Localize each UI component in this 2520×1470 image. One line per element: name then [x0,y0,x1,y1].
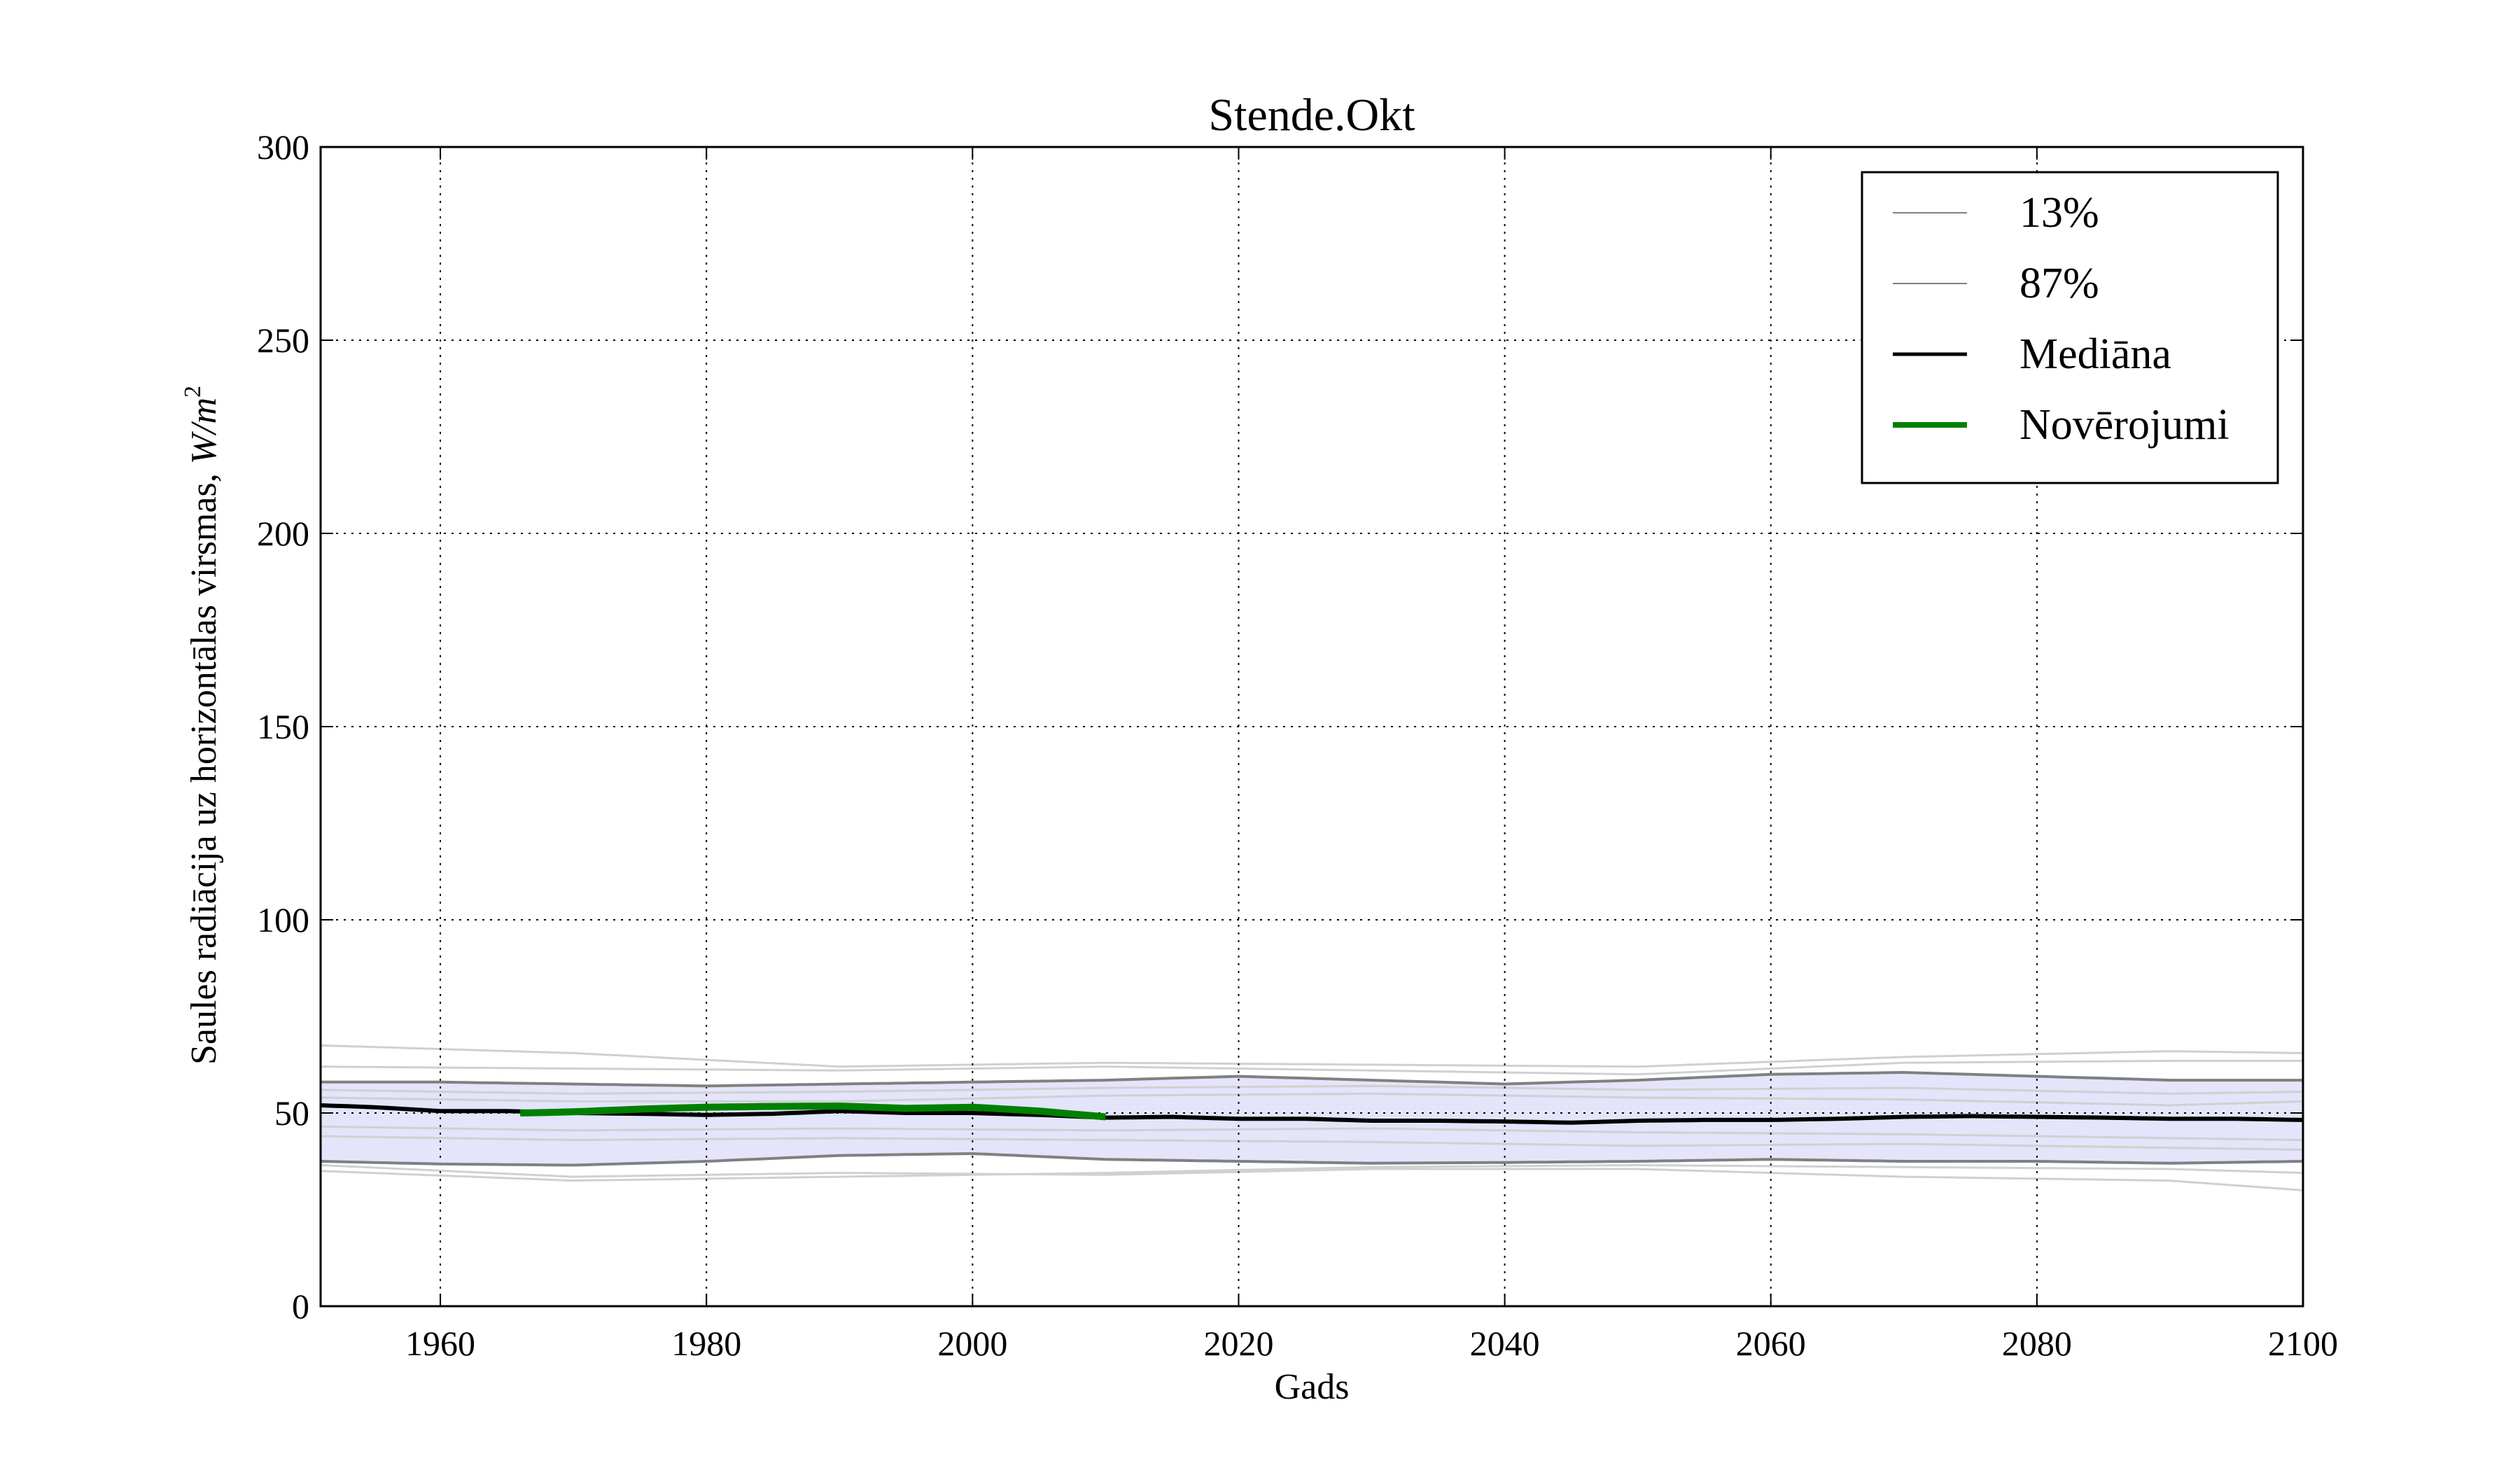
x-tick-label: 1980 [671,1324,741,1363]
plot-area [321,147,2303,1306]
ensemble-line [321,1135,2303,1151]
legend-label: Mediāna [2019,330,2171,378]
x-tick-label: 2000 [937,1324,1007,1363]
ensemble-line [321,1044,2303,1068]
y-axis-label-text: Saules radiācija uz horizontālas virsmas… [184,464,224,1065]
x-tick-label: 2100 [2268,1324,2338,1363]
y-tick-label: 300 [257,127,309,167]
axes: 1960 1980 2000 2020 2040 2060 2080 2100 0 50 100 15… [257,127,2338,1363]
y-tick-label: 150 [257,707,309,746]
ensemble-line [321,1164,2303,1191]
legend-label: 87% [2019,260,2099,307]
legend: 13% 87% Mediāna Novērojumi [1861,171,2279,484]
series-observations-line [519,1102,1106,1121]
ensemble-line [321,1092,2303,1107]
y-axis-label: Saules radiācija uz horizontālas virsmas… [180,386,224,1065]
y-tick-label: 50 [274,1093,309,1133]
y-tick-label: 250 [257,321,309,360]
ensemble-line [321,1125,2303,1142]
legend-label: Novērojumi [2019,401,2230,449]
x-tick-label: 1960 [405,1324,475,1363]
legend-label: 13% [2019,189,2099,237]
series-87-line [321,1070,2303,1088]
series-13-line [321,1152,2303,1167]
x-tick-label: 2060 [1736,1324,1806,1363]
chart-title: Stende.Okt [1208,90,1415,141]
x-tick-label: 2020 [1203,1324,1273,1363]
x-tick-label: 2040 [1470,1324,1540,1363]
x-tick-label: 2080 [2002,1324,2072,1363]
y-tick-label: 200 [257,514,309,553]
y-axis-label-unit: W/m [184,398,224,464]
ensemble-line [321,1060,2303,1076]
series-median-line [321,1103,2303,1125]
y-tick-label: 100 [257,900,309,939]
ensemble-line [321,1084,2303,1095]
ensemble-line [321,1163,2303,1182]
y-tick-label: 0 [292,1287,309,1326]
y-axis-label-unit-exponent: 2 [180,386,206,398]
x-axis-label: Gads [1275,1367,1350,1407]
legend-box [1861,171,2279,484]
